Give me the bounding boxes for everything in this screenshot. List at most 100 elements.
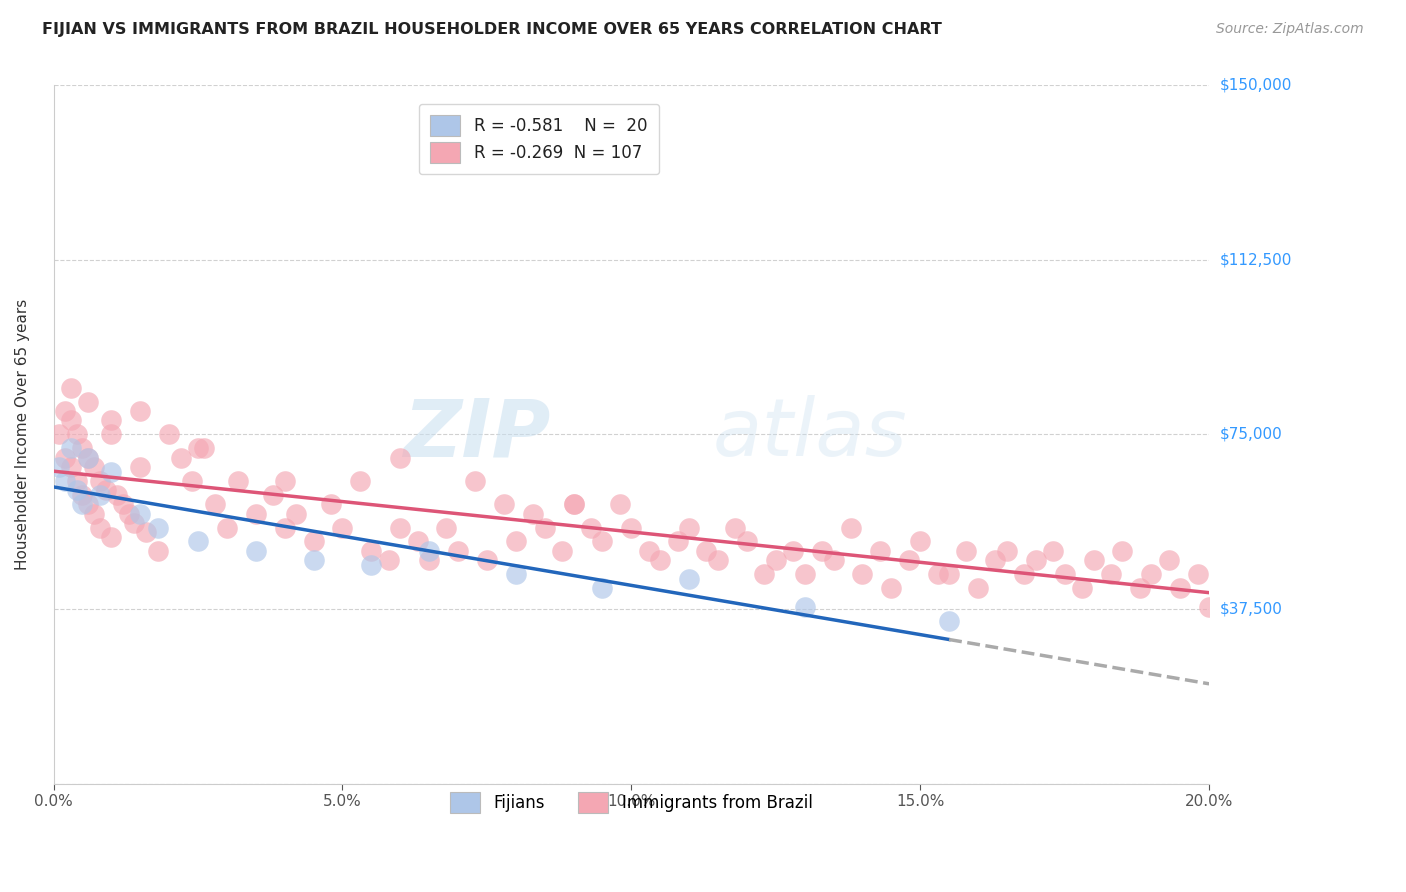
Point [100, 427, 122, 442]
Point [609, 497, 631, 511]
Point [59, 413, 82, 427]
Point [967, 581, 990, 595]
Point [938, 614, 960, 628]
Text: $150,000: $150,000 [1220, 78, 1292, 93]
Point [59, 381, 82, 395]
Point [181, 474, 204, 488]
Point [678, 572, 700, 586]
Point [389, 450, 412, 465]
Point [48, 427, 70, 442]
Point [77, 450, 100, 465]
Point [129, 404, 152, 418]
Point [1025, 553, 1047, 567]
Point [89, 520, 111, 534]
Point [579, 520, 602, 534]
Point [494, 497, 516, 511]
Point [591, 581, 613, 595]
Point [302, 553, 325, 567]
Point [793, 599, 815, 614]
Text: ZIP: ZIP [404, 395, 551, 474]
Point [72, 488, 94, 502]
Point [984, 553, 1007, 567]
Point [59, 459, 82, 474]
Point [666, 534, 689, 549]
Point [53, 404, 76, 418]
Point [360, 558, 382, 572]
Point [1053, 567, 1076, 582]
Point [1012, 567, 1035, 582]
Point [53, 450, 76, 465]
Point [678, 520, 700, 534]
Point [533, 520, 555, 534]
Point [823, 553, 845, 567]
Point [100, 530, 122, 544]
Point [927, 567, 949, 582]
Point [765, 553, 787, 567]
Point [418, 543, 440, 558]
Point [157, 427, 180, 442]
Point [562, 497, 585, 511]
Point [59, 442, 82, 456]
Point [124, 516, 146, 530]
Point [1157, 553, 1180, 567]
Point [146, 543, 169, 558]
Point [66, 474, 89, 488]
Text: $75,000: $75,000 [1220, 427, 1282, 442]
Legend: Fijians, Immigrants from Brazil: Fijians, Immigrants from Brazil [439, 780, 824, 824]
Point [273, 520, 295, 534]
Point [406, 534, 429, 549]
Point [551, 543, 574, 558]
Point [1129, 581, 1152, 595]
Point [72, 497, 94, 511]
Point [83, 459, 105, 474]
Point [228, 474, 250, 488]
Point [897, 553, 920, 567]
Point [735, 534, 758, 549]
Point [100, 413, 122, 427]
Point [1099, 567, 1122, 582]
Point [129, 459, 152, 474]
Point [360, 543, 382, 558]
Point [418, 553, 440, 567]
Text: $37,500: $37,500 [1220, 601, 1284, 616]
Point [1168, 581, 1191, 595]
Point [869, 543, 891, 558]
Point [995, 543, 1018, 558]
Point [1198, 599, 1220, 614]
Point [839, 520, 862, 534]
Point [48, 459, 70, 474]
Point [302, 534, 325, 549]
Point [811, 543, 834, 558]
Point [72, 442, 94, 456]
Point [285, 507, 308, 521]
Text: $112,500: $112,500 [1220, 252, 1292, 267]
Point [377, 553, 399, 567]
Point [89, 488, 111, 502]
Point [94, 483, 117, 498]
Point [135, 525, 157, 540]
Point [319, 497, 342, 511]
Point [782, 543, 804, 558]
Point [389, 520, 412, 534]
Point [505, 534, 527, 549]
Y-axis label: Householder Income Over 65 years: Householder Income Over 65 years [15, 299, 30, 570]
Point [273, 474, 295, 488]
Point [908, 534, 931, 549]
Point [955, 543, 977, 558]
Point [880, 581, 903, 595]
Point [77, 394, 100, 409]
Point [851, 567, 873, 582]
Point [707, 553, 730, 567]
Point [793, 567, 815, 582]
Point [129, 507, 152, 521]
Point [170, 450, 193, 465]
Point [245, 543, 267, 558]
Point [193, 442, 215, 456]
Point [724, 520, 747, 534]
Point [187, 534, 209, 549]
Point [349, 474, 371, 488]
Point [522, 507, 544, 521]
Point [447, 543, 470, 558]
Point [215, 520, 238, 534]
Point [637, 543, 659, 558]
